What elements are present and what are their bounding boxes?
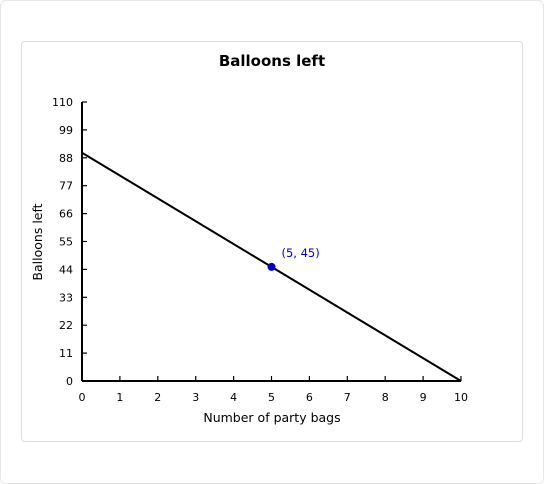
y-tick-label: 44 — [59, 263, 73, 276]
y-tick-label: 11 — [59, 347, 73, 360]
x-tick-label: 6 — [306, 391, 313, 404]
x-axis-label: Number of party bags — [203, 410, 340, 425]
y-axis-label: Balloons left — [30, 203, 45, 280]
x-axis-ticks: 0 1 2 3 4 5 6 7 8 9 10 — [79, 376, 468, 404]
y-tick-label: 88 — [59, 152, 73, 165]
y-tick-label: 110 — [52, 96, 73, 109]
x-tick-label: 4 — [230, 391, 237, 404]
y-tick-label: 0 — [66, 375, 73, 388]
y-tick-label: 55 — [59, 236, 73, 249]
y-tick-label: 33 — [59, 291, 73, 304]
y-tick-label: 77 — [59, 180, 73, 193]
y-tick-label: 66 — [59, 208, 73, 221]
x-tick-label: 9 — [420, 391, 427, 404]
x-tick-label: 1 — [116, 391, 123, 404]
y-tick-label: 99 — [59, 124, 73, 137]
chart-title: Balloons left — [219, 52, 325, 70]
x-tick-label: 8 — [382, 391, 389, 404]
axes — [81, 102, 461, 382]
y-tick-label: 22 — [59, 319, 73, 332]
x-tick-label: 10 — [454, 391, 468, 404]
highlight-point-label: (5, 45) — [282, 246, 320, 260]
x-tick-label: 0 — [79, 391, 86, 404]
x-tick-label: 5 — [268, 391, 275, 404]
points-group: (5, 45) — [267, 246, 320, 271]
x-tick-label: 2 — [154, 391, 161, 404]
chart-card — [21, 41, 523, 442]
x-tick-label: 7 — [344, 391, 351, 404]
highlight-point — [267, 262, 276, 271]
x-tick-label: 3 — [192, 391, 199, 404]
y-axis-ticks: 0 11 22 33 44 55 66 77 88 99 110 — [52, 96, 87, 388]
